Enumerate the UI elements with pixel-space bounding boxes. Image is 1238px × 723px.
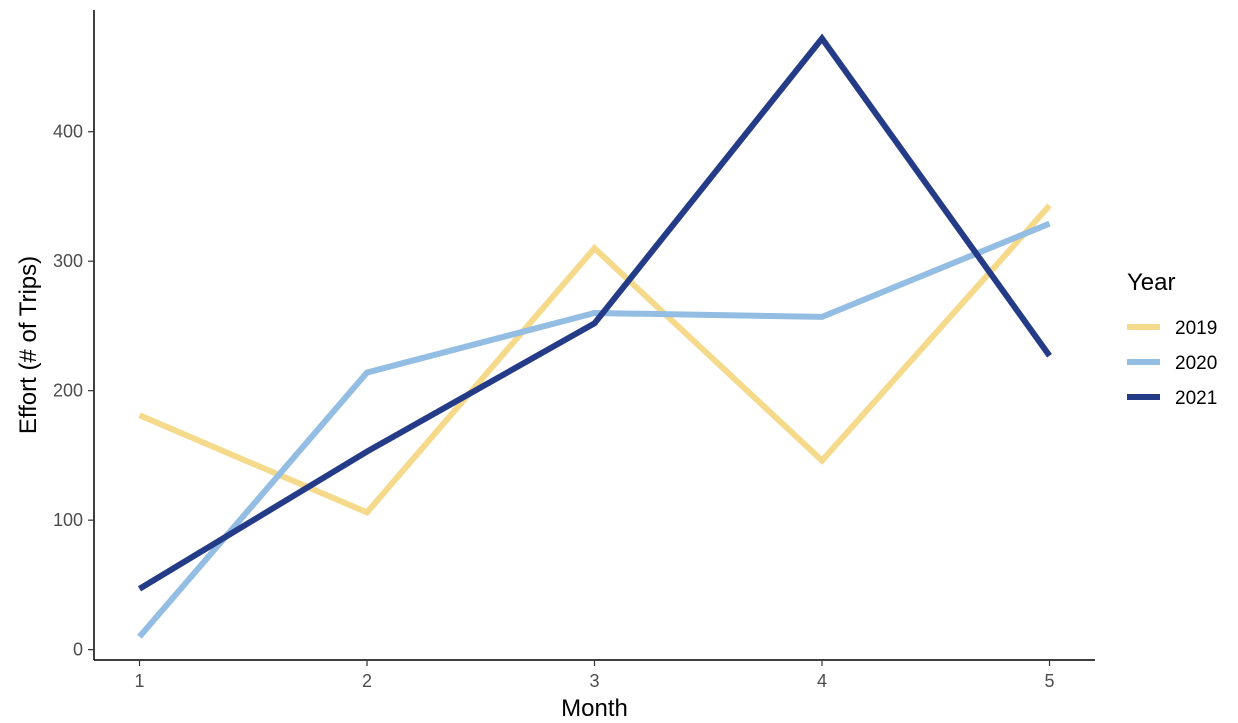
x-tick-label: 1 — [134, 671, 144, 691]
legend-label-2019: 2019 — [1175, 318, 1217, 339]
axes — [93, 10, 1095, 661]
legend: Year 2019 2020 2021 — [1127, 269, 1217, 409]
y-axis-title: Effort (# of Trips) — [15, 256, 42, 434]
series-line-2019 — [138, 203, 1052, 517]
x-tick-label: 5 — [1044, 671, 1054, 691]
x-tick-label: 2 — [362, 671, 372, 691]
legend-title: Year — [1127, 269, 1176, 296]
y-tick-label: 300 — [53, 251, 83, 271]
y-tick-label: 100 — [53, 510, 83, 530]
legend-label-2020: 2020 — [1175, 353, 1217, 374]
series-lines — [137, 33, 1052, 639]
y-tick-label: 400 — [53, 122, 83, 142]
x-tick-label: 4 — [817, 671, 827, 691]
series-line-2021 — [137, 33, 1052, 592]
ticks: 0 100 200 300 400 1 2 3 4 5 — [53, 122, 1055, 691]
x-tick-label: 3 — [589, 671, 599, 691]
series-line-2020 — [137, 220, 1051, 639]
legend-label-2021: 2021 — [1175, 388, 1217, 409]
x-axis-title: Month — [561, 695, 628, 722]
y-tick-label: 0 — [73, 640, 83, 660]
y-tick-label: 200 — [53, 381, 83, 401]
